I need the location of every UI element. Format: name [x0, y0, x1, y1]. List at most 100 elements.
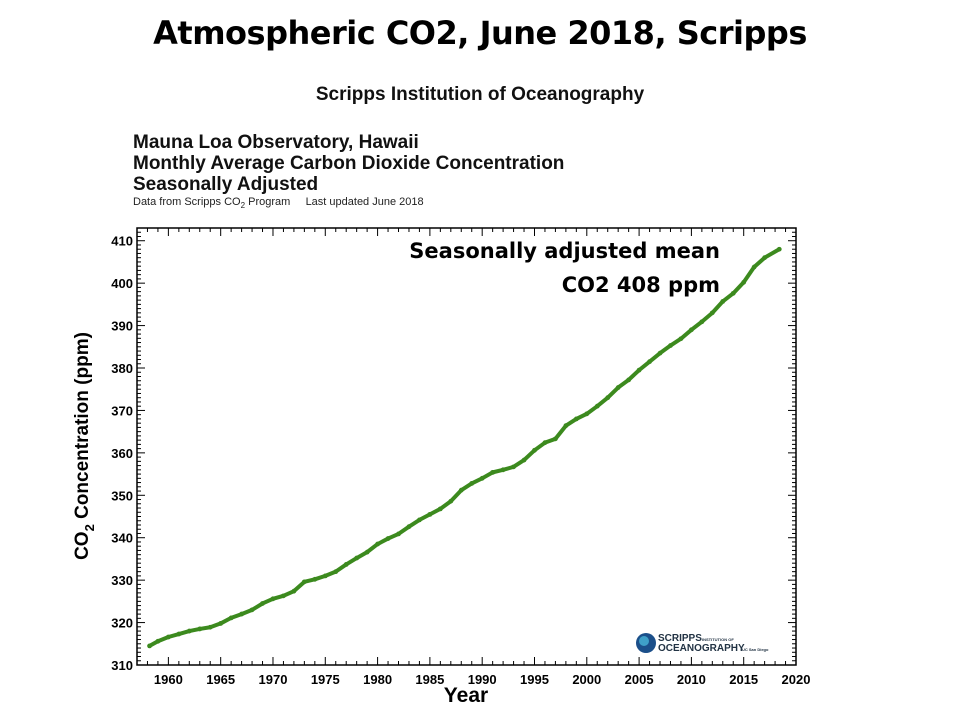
data-point [500, 467, 506, 473]
x-axis-label: Year [444, 684, 488, 707]
data-point [281, 593, 286, 599]
y-axis-label: CO2 Concentration (ppm) [72, 332, 97, 560]
data-point [417, 517, 422, 523]
data-point [448, 498, 454, 504]
y-tick-label: 320 [111, 616, 133, 631]
data-point [186, 628, 192, 634]
data-point [312, 576, 318, 582]
data-point [406, 524, 412, 530]
data-point [657, 350, 663, 356]
data-point [594, 403, 600, 409]
data-point [542, 440, 548, 446]
data-point [532, 447, 537, 453]
data-point [751, 264, 757, 270]
annotation-line2: CO2 408 ppm [561, 273, 720, 297]
x-tick-label: 2000 [572, 672, 601, 687]
x-tick-label: 1985 [415, 672, 444, 687]
slide-title: Atmospheric CO2, June 2018, Scripps [153, 14, 807, 52]
plot-frame [136, 227, 797, 666]
data-point [688, 327, 694, 333]
co2-series-line [148, 247, 781, 648]
data-point [364, 549, 370, 555]
y-tick-label: 310 [111, 658, 133, 673]
data-point [668, 343, 673, 348]
data-point [270, 596, 276, 602]
x-tick-label: 2020 [782, 672, 811, 687]
data-point [741, 279, 747, 285]
data-point [762, 255, 768, 261]
y-label-rest: Concentration (ppm) [72, 332, 93, 524]
data-point [626, 377, 632, 383]
data-point [437, 506, 443, 512]
y-tick-label: 360 [111, 446, 133, 461]
x-tick-label: 1995 [520, 672, 549, 687]
data-point [165, 634, 171, 640]
subtitle: Scripps Institution of Oceanography [315, 84, 645, 105]
data-point [511, 464, 516, 470]
data-point [333, 569, 339, 575]
y-tick-label: 400 [111, 276, 133, 291]
data-point [776, 246, 782, 252]
x-tick-label: 1975 [311, 672, 340, 687]
note-sub: 2 [240, 201, 246, 211]
data-point [563, 423, 569, 429]
data-point [709, 310, 715, 316]
y-tick-label: 330 [111, 573, 133, 588]
y-tick-label: 380 [111, 361, 133, 376]
data-point [730, 290, 736, 296]
note-suffix: Program Last updated June 2018 [245, 196, 424, 208]
data-point [647, 359, 652, 365]
y-tick-label: 370 [111, 403, 133, 418]
logo-line2-small: UC San Diego [742, 647, 769, 652]
y-tick-label: 410 [111, 234, 133, 249]
y-label-co: CO [72, 531, 93, 560]
data-point [490, 469, 496, 475]
x-tick-label: 1970 [259, 672, 288, 687]
data-point [301, 579, 307, 585]
data-point [176, 631, 182, 637]
data-point [228, 615, 234, 621]
data-point [479, 475, 485, 481]
data-point [636, 367, 642, 373]
chart-header-adjusted: Seasonally Adjusted [133, 174, 319, 195]
data-point [396, 531, 401, 537]
data-point [354, 555, 360, 561]
data-point [375, 541, 380, 547]
data-point [291, 588, 297, 594]
data-point [458, 487, 464, 493]
data-point [521, 457, 527, 463]
data-point [385, 536, 391, 541]
logo-line2: OCEANOGRAPHY [658, 643, 745, 654]
x-tick-label: 1965 [206, 672, 235, 687]
data-point [553, 436, 558, 442]
logo-line1: SCRIPPS [658, 633, 702, 644]
scripps-logo: SCRIPPS INSTITUTION OF OCEANOGRAPHY UC S… [636, 633, 769, 654]
x-tick-label: 2015 [729, 672, 758, 687]
x-tick-label: 1980 [363, 672, 392, 687]
data-point [207, 624, 213, 630]
data-point [147, 643, 152, 649]
y-tick-label: 350 [111, 488, 133, 503]
logo-line1-small: INSTITUTION OF [702, 637, 734, 642]
data-point [720, 298, 726, 304]
x-tick-label: 2005 [625, 672, 654, 687]
annotation: Seasonally adjusted mean CO2 408 ppm [409, 234, 720, 302]
y-tick-label: 340 [111, 531, 133, 546]
data-point [615, 385, 621, 390]
data-point [218, 621, 224, 626]
x-tick-label: 1990 [468, 672, 497, 687]
data-point [260, 601, 265, 606]
data-source-note: Data from Scripps CO2 Program Last updat… [133, 196, 424, 210]
data-point [699, 319, 705, 325]
x-tick-label: 2010 [677, 672, 706, 687]
y-label-sub: 2 [82, 524, 97, 531]
x-tick-label: 1960 [154, 672, 183, 687]
data-point [573, 416, 579, 422]
data-point [427, 511, 433, 517]
chart-header-location: Mauna Loa Observatory, Hawaii [133, 132, 419, 153]
data-point [239, 611, 245, 617]
data-point [249, 607, 255, 613]
note-prefix: Data from Scripps CO [133, 196, 241, 208]
